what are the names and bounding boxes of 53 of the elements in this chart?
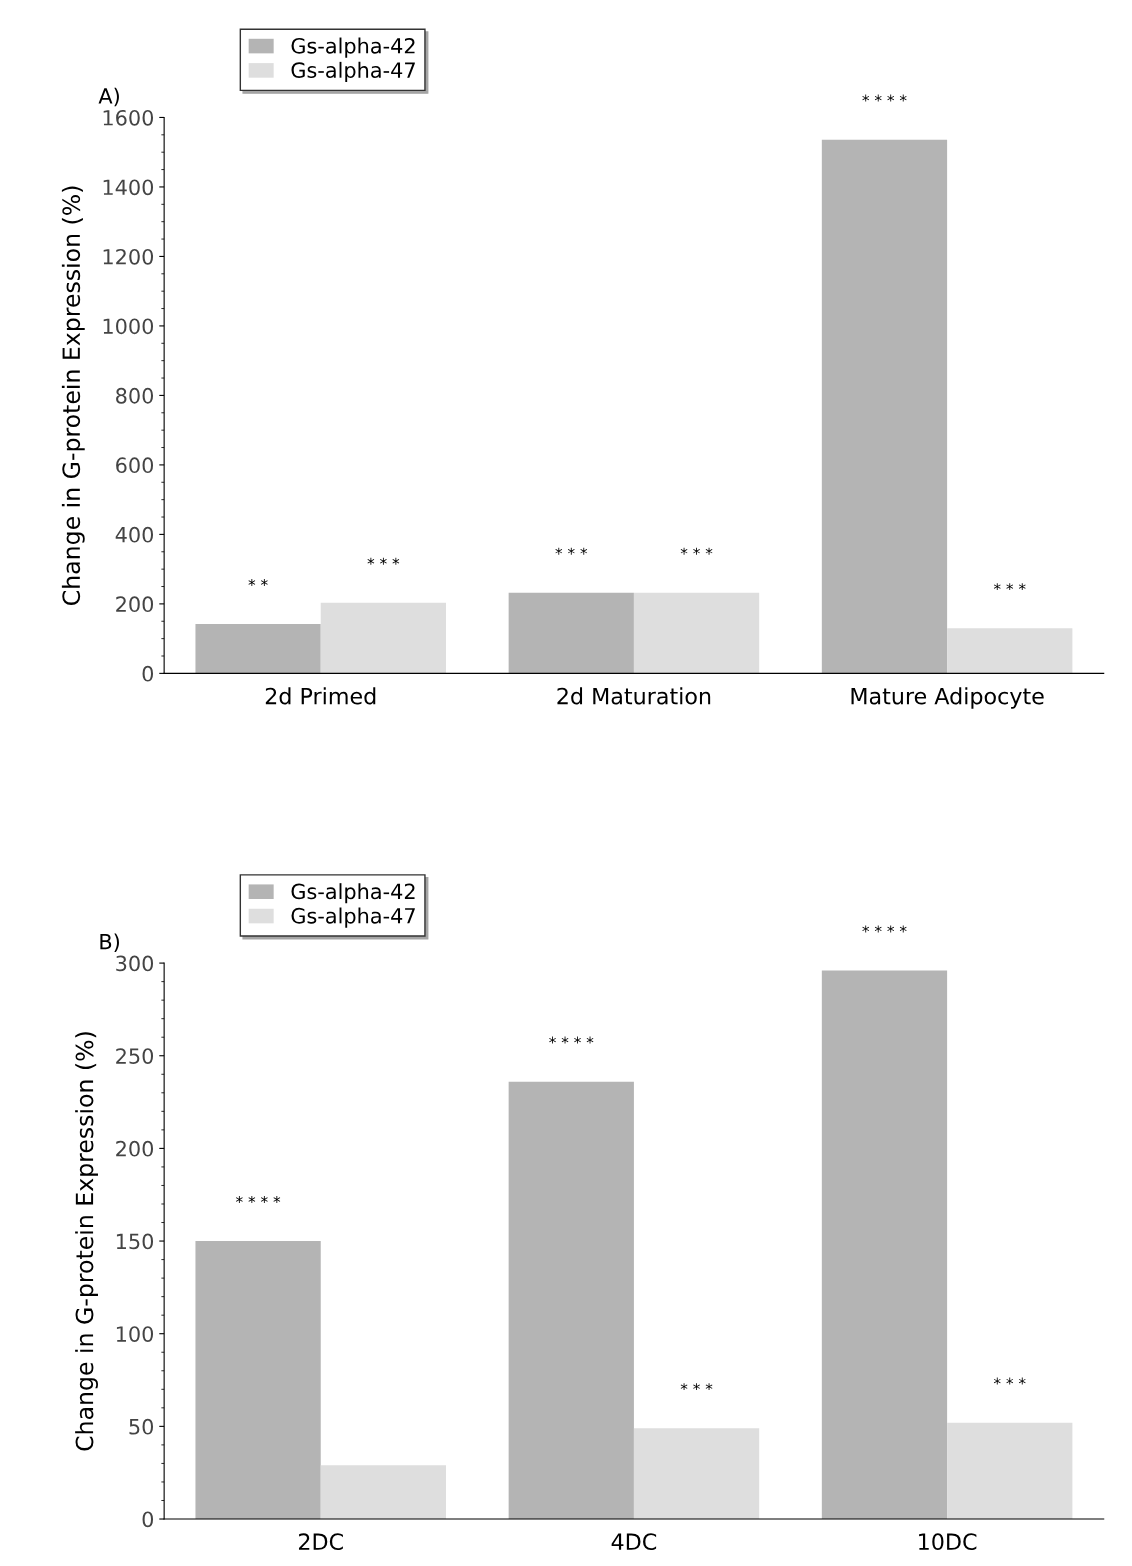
legend-label: Gs-alpha-47	[291, 61, 415, 83]
data-label: * * * *	[862, 925, 907, 933]
bar	[947, 628, 1073, 674]
bar	[633, 1428, 760, 1520]
bar	[195, 624, 321, 674]
y-tick-label: 0	[142, 665, 154, 682]
data-label: * * *	[367, 557, 400, 565]
data-label: * * * *	[235, 1195, 281, 1203]
data-label: * * * *	[862, 94, 907, 102]
legend-label: Gs-alpha-47	[291, 907, 415, 928]
y-tick-label: 1200	[103, 248, 154, 265]
y-tick-label: 400	[115, 526, 154, 543]
y-tick-label: 600	[116, 457, 154, 474]
bar	[508, 1081, 634, 1520]
y-tick-label: 150	[116, 1233, 154, 1250]
data-label: * * *	[680, 547, 713, 555]
chart-title: B)	[100, 933, 119, 952]
data-label: * * *	[993, 583, 1026, 591]
x-tick-label: 2DC	[298, 1533, 343, 1551]
bar	[947, 1422, 1073, 1520]
bar	[320, 1465, 447, 1520]
x-tick-label: Mature Adipocyte	[851, 687, 1044, 709]
y-axis-title: Change in G-protein Expression (%)	[61, 186, 85, 605]
x-tick-label: 10DC	[919, 1533, 977, 1551]
y-tick-label: 50	[129, 1418, 154, 1435]
y-tick-label: 200	[116, 1140, 154, 1157]
chart-title: A)	[98, 87, 119, 107]
y-tick-label: 100	[116, 1326, 154, 1342]
bar	[320, 602, 447, 674]
data-label: * *	[248, 578, 268, 586]
x-tick-label: 2d Maturation	[557, 687, 711, 705]
bar	[821, 139, 948, 674]
y-tick-label: 1400	[103, 179, 154, 196]
x-tick-label: 2d Primed	[265, 687, 376, 705]
legend-label: Gs-alpha-42	[291, 37, 415, 58]
data-label: * * *	[680, 1383, 713, 1391]
bar	[195, 1241, 321, 1520]
bar	[633, 592, 760, 674]
data-label: * * * *	[549, 1036, 594, 1044]
y-tick-label: 800	[116, 387, 154, 404]
y-axis-title: Change in G-protein Expression (%)	[75, 1032, 98, 1451]
legend-label: Gs-alpha-42	[291, 883, 415, 904]
data-label: * * *	[993, 1377, 1026, 1385]
data-label: * * *	[555, 547, 588, 555]
y-tick-label: 300	[116, 955, 154, 972]
bar	[508, 592, 634, 674]
y-tick-label: 250	[116, 1048, 154, 1064]
x-tick-label: 4DC	[611, 1533, 657, 1551]
y-tick-label: 200	[116, 596, 154, 613]
y-tick-label: 0	[142, 1511, 154, 1528]
bar	[821, 970, 948, 1520]
y-tick-label: 1000	[103, 318, 154, 335]
y-tick-label: 1600	[103, 109, 154, 126]
